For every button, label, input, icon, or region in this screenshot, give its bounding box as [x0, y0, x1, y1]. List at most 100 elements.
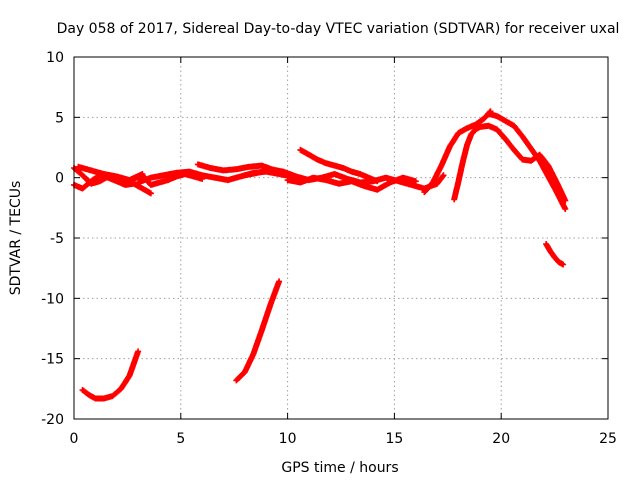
axis-ticks: 0 5 10 15 20 25 -20 -15 -10 -5 0 5 10 [41, 50, 617, 447]
chart-title: Day 058 of 2017, Sidereal Day-to-day VTE… [57, 21, 620, 37]
data-point [248, 165, 251, 168]
data-point [175, 171, 178, 174]
data-point [201, 174, 204, 177]
data-point [209, 166, 212, 170]
data-point [141, 172, 144, 176]
data-point [124, 183, 127, 187]
data-point [294, 175, 298, 178]
data-point [307, 153, 311, 156]
data-point [141, 187, 144, 190]
data-point [431, 181, 434, 184]
data-point [333, 172, 336, 176]
y-axis-label: SDTVAR / TECUs [8, 181, 24, 296]
data-point [442, 174, 445, 177]
series-arc-10 [451, 122, 569, 204]
data-point [549, 250, 552, 253]
x-tick-label: 20 [492, 431, 510, 447]
data-point [474, 128, 477, 131]
data-point [529, 147, 533, 150]
x-tick-label: 5 [176, 431, 185, 447]
data-point [561, 263, 565, 266]
data-point [235, 379, 238, 382]
data-point [235, 168, 238, 171]
y-tick-label: -15 [41, 352, 64, 368]
y-tick-label: -5 [50, 231, 64, 247]
data-point [359, 172, 362, 176]
data-point [94, 397, 97, 400]
data-point [299, 148, 302, 152]
data-point [222, 169, 225, 172]
series-arc-9 [421, 108, 494, 196]
data-point [260, 164, 264, 167]
data-point [557, 260, 561, 264]
data-point [102, 397, 106, 400]
series-markers [233, 278, 283, 384]
data-point [470, 133, 473, 136]
data-point [149, 176, 153, 179]
data-point [269, 168, 272, 171]
series-markers [79, 348, 142, 402]
data-point [367, 176, 370, 179]
data-point [149, 192, 153, 195]
data-point [547, 175, 550, 178]
data-point [277, 280, 281, 283]
data-point [410, 183, 413, 187]
data-point [136, 350, 140, 353]
data-point [384, 176, 388, 179]
data-point [487, 124, 490, 128]
data-point [256, 171, 259, 174]
data-point [128, 374, 131, 377]
data-point [465, 143, 469, 147]
data-point [333, 164, 336, 167]
data-point [149, 183, 153, 187]
data-point [341, 166, 345, 170]
data-point [474, 123, 477, 126]
data-point [512, 148, 516, 152]
data-point [448, 145, 452, 148]
data-point [260, 328, 264, 331]
data-marks [71, 108, 569, 402]
data-point [512, 124, 516, 128]
data-point [188, 170, 191, 173]
data-point [196, 163, 200, 166]
data-point [119, 387, 123, 390]
series-arc-13 [79, 348, 142, 402]
data-point [299, 181, 302, 184]
data-point [478, 125, 481, 129]
data-point [465, 127, 469, 130]
data-point [87, 393, 91, 397]
y-tick-label: 5 [55, 110, 64, 126]
data-point [115, 180, 118, 183]
data-point [128, 178, 131, 182]
data-point [457, 131, 460, 135]
data-point [529, 159, 533, 162]
data-point [89, 180, 93, 183]
data-point [77, 165, 80, 168]
data-point [166, 178, 170, 182]
data-point [521, 158, 524, 161]
y-tick-label: -10 [41, 291, 64, 307]
data-point [213, 176, 217, 179]
data-point [226, 178, 229, 182]
y-tick-label: 10 [46, 50, 64, 66]
data-point [243, 370, 247, 374]
series-arc-2 [71, 172, 154, 197]
y-tick-label: -20 [41, 412, 64, 428]
data-point [482, 117, 486, 120]
data-point [553, 256, 556, 259]
data-point [401, 176, 405, 179]
x-tick-label: 25 [599, 431, 617, 447]
data-point [158, 181, 161, 184]
data-point [457, 180, 460, 183]
data-point [89, 169, 93, 172]
data-point [495, 114, 499, 118]
data-point [136, 181, 140, 184]
data-point [81, 187, 84, 190]
data-point [376, 188, 379, 191]
data-point [453, 198, 456, 201]
data-point [544, 242, 548, 246]
data-point [555, 181, 558, 184]
data-point [312, 176, 315, 179]
